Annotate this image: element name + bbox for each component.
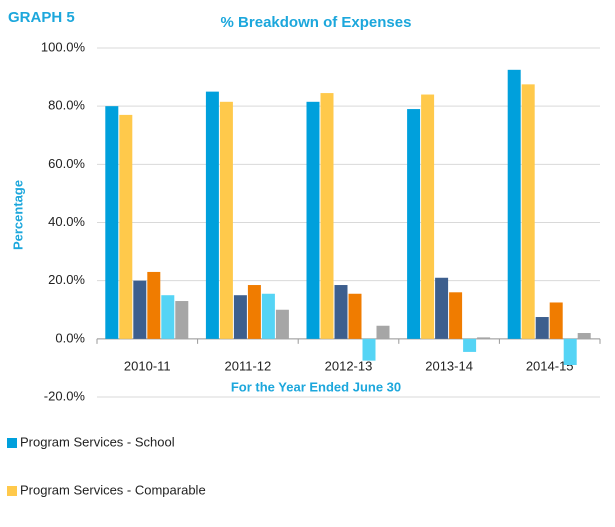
legend-label: Program Services - Comparable [20,482,206,497]
y-tick-label: 0.0% [55,330,85,345]
bar [421,94,435,339]
bar [133,280,147,339]
bar [161,295,175,339]
legend-label: Program Services - School [20,434,175,449]
bar [563,338,577,366]
bar [376,325,390,339]
bar [449,292,463,339]
x-tick-label: 2011-12 [225,358,272,373]
bar [219,101,233,339]
y-tick-label: 80.0% [48,98,85,113]
bar [147,271,161,339]
y-tick-label: 60.0% [48,156,85,171]
bar [306,101,320,339]
bar [205,91,219,339]
bar [477,337,491,339]
y-tick-label: 20.0% [48,272,85,287]
bar [105,106,119,339]
bar [233,295,247,339]
x-tick-label: 2012-13 [325,358,373,373]
bar [549,302,563,339]
x-tick-label: 2014-15 [526,358,574,373]
bar [119,114,133,339]
x-tick-label: 2010-11 [124,358,171,373]
legend-swatch [7,486,17,496]
bar [362,338,376,361]
bar [507,69,521,339]
bar [175,301,189,339]
bar [348,293,362,339]
bar [275,309,289,339]
bar [577,333,591,339]
bar [535,317,549,339]
bar [247,285,261,339]
legend-swatch [7,438,17,448]
bar [320,93,334,339]
bar [261,293,275,339]
bar [407,109,421,339]
bar [521,84,535,339]
bar [334,285,348,339]
x-axis-label: For the Year Ended June 30 [231,379,401,394]
chart-title: % Breakdown of Expenses [221,14,412,31]
bar [463,338,477,352]
x-tick-label: 2013-14 [425,358,473,373]
y-tick-label: 40.0% [48,214,85,229]
y-axis-label: Percentage [10,180,25,250]
graph-label: GRAPH 5 [8,9,75,26]
bar [435,277,449,339]
y-tick-label: 100.0% [41,39,86,54]
y-tick-label: -20.0% [44,388,86,403]
